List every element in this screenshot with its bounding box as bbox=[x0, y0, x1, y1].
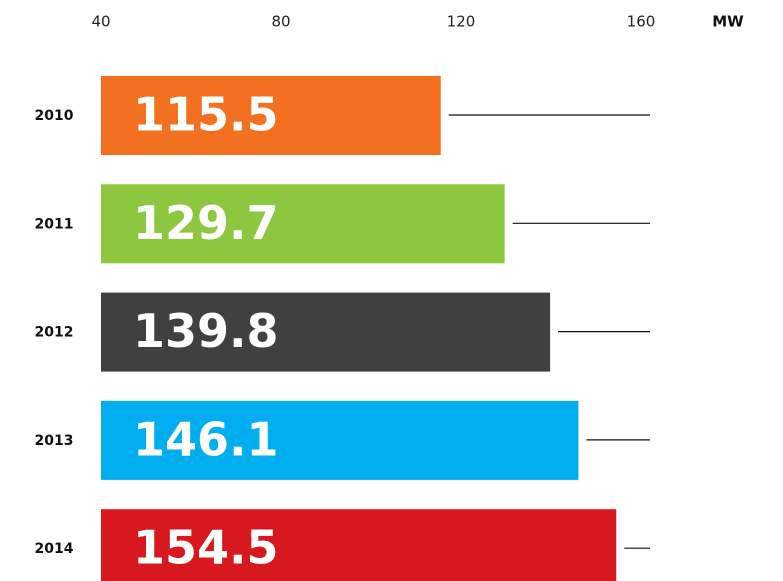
x-tick-label: 120 bbox=[447, 13, 476, 31]
x-axis-unit: MW bbox=[712, 13, 744, 31]
x-tick-label: 160 bbox=[627, 13, 656, 31]
value-label: 129.7 bbox=[133, 196, 279, 250]
x-tick-label: 40 bbox=[91, 13, 110, 31]
bar bbox=[101, 76, 441, 155]
bar bbox=[101, 292, 551, 372]
value-label: 146.1 bbox=[133, 412, 279, 466]
y-tick-label: 2013 bbox=[35, 433, 74, 449]
value-label: 154.5 bbox=[133, 521, 279, 575]
bar bbox=[101, 509, 617, 581]
value-label: 139.8 bbox=[133, 304, 279, 358]
bar bbox=[101, 184, 505, 264]
bar bbox=[101, 400, 579, 480]
y-tick-label: 2012 bbox=[35, 325, 74, 341]
x-tick-label: 80 bbox=[271, 13, 290, 31]
y-tick-label: 2014 bbox=[35, 541, 74, 557]
y-tick-label: 2011 bbox=[35, 216, 74, 232]
value-label: 115.5 bbox=[133, 88, 279, 142]
y-tick-label: 2010 bbox=[35, 108, 74, 124]
